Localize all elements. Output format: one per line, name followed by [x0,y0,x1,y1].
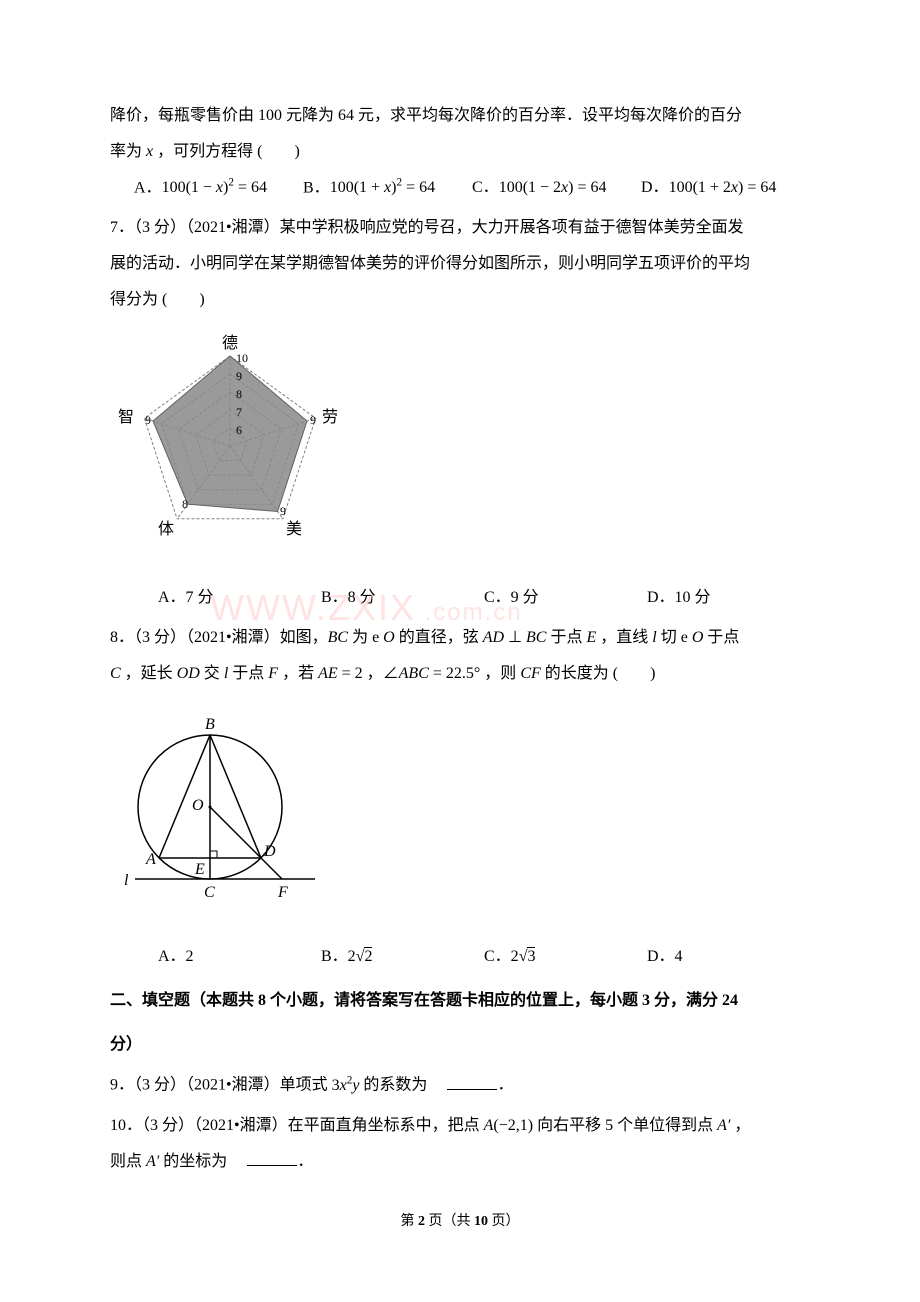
q8-line2: C ，延长 OD 交 l 于点 F ，若 AE = 2 ，∠ABC = 22.5… [110,658,810,690]
q8-option-d: D．4 [647,941,810,973]
svg-text:9: 9 [280,504,286,518]
svg-text:9: 9 [236,369,242,383]
q8-options: A．2 B．2√2 C．2√3 D．4 [134,941,810,973]
q6-continuation-line1: 降价，每瓶零售价由 100 元降为 64 元，求平均每次降价的百分率．设平均每次… [110,100,810,132]
q8-option-c: C．2√3 [484,941,647,973]
svg-text:8: 8 [182,497,188,511]
svg-text:B: B [205,716,215,733]
svg-text:A: A [145,851,156,868]
svg-text:C: C [204,884,215,901]
q7-line1: 7．（3 分）（2021•湘潭）某中学积极响应党的号召，大力开展各项有益于德智体… [110,212,810,244]
svg-text:10: 10 [236,351,248,365]
svg-text:l: l [124,872,129,889]
svg-text:F: F [277,884,288,901]
q6-option-d: D．100(1 + 2x) = 64 [641,172,810,204]
svg-text:体: 体 [158,520,174,538]
q7-line2: 展的活动．小明同学在某学期德智体美劳的评价得分如图所示，则小明同学五项评价的平均 [110,248,810,280]
svg-text:9: 9 [310,413,316,427]
q6-options: A．100(1 − x)2 = 64 B．100(1 + x)2 = 64 C．… [134,172,810,204]
q7-line3: 得分为 ( ) [110,284,810,316]
q8-circle-figure: B O A D E C F l [110,702,810,929]
q10-line1: 10．（3 分）（2021•湘潭）在平面直角坐标系中，把点 A(−2,1) 向右… [110,1110,810,1142]
q7-option-c: C．9 分 [484,582,647,614]
q7-option-a: A．7 分 [158,582,321,614]
svg-text:D: D [263,843,276,860]
svg-text:O: O [192,797,204,814]
svg-text:E: E [194,861,205,878]
section2-header-line2: 分） [110,1029,810,1061]
q8-line1: 8．（3 分）（2021•湘潭）如图，BC 为 e O 的直径，弦 AD ⊥ B… [110,622,810,654]
svg-text:美: 美 [286,520,302,538]
q7-option-d: D．10 分 [647,582,810,614]
q6-option-c: C．100(1 − 2x) = 64 [472,172,641,204]
svg-text:德: 德 [222,334,238,352]
svg-text:6: 6 [236,423,242,437]
q6-option-b: B．100(1 + x)2 = 64 [303,172,472,204]
q6-option-a: A．100(1 − x)2 = 64 [134,172,303,204]
q6-continuation-line2: 率为 x ，可列方程得 ( ) [110,136,810,168]
q7-radar-chart: 10 9 8 7 6 9 9 8 9 德 劳 美 体 智 [110,328,810,570]
section2-header-line1: 二、填空题（本题共 8 个小题，请将答案写在答题卡相应的位置上，每小题 3 分，… [110,985,810,1017]
svg-text:劳: 劳 [322,408,338,426]
q8-option-a: A．2 [158,941,321,973]
q10-line2: 则点 A′ 的坐标为 ． [110,1146,810,1178]
svg-text:7: 7 [236,405,242,419]
svg-text:智: 智 [118,408,134,426]
page-footer: 第 2 页（共 10 页） [110,1208,810,1236]
q8-option-b: B．2√2 [321,941,484,973]
q7-option-b: B．8 分 [321,582,484,614]
q7-options: A．7 分 B．8 分 C．9 分 D．10 分 [134,582,810,614]
q9-text: 9．（3 分）（2021•湘潭）单项式 3x2y 的系数为 ． [110,1069,810,1101]
svg-text:9: 9 [145,413,151,427]
svg-text:8: 8 [236,387,242,401]
